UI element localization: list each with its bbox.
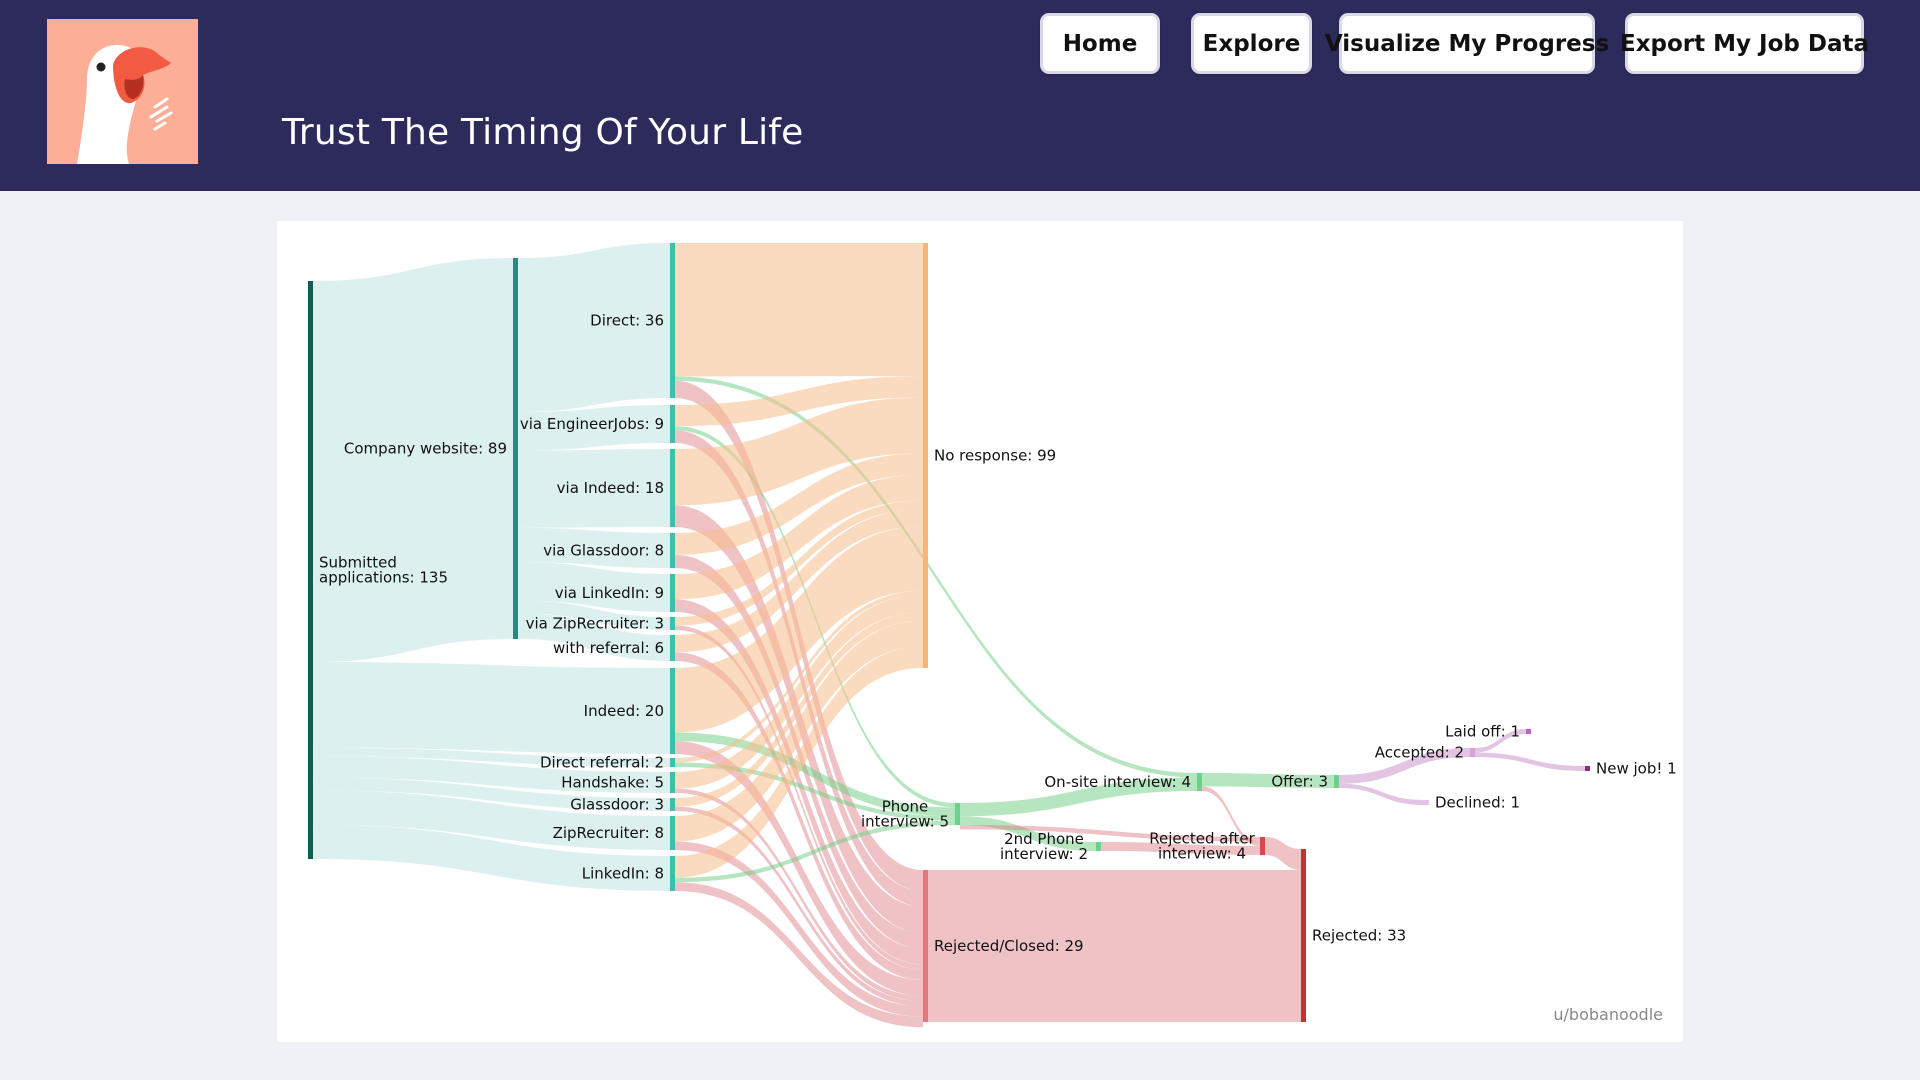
sankey-node-viaindeed[interactable] bbox=[670, 449, 675, 527]
sankey-node-phone[interactable] bbox=[955, 803, 960, 825]
sankey-label-ziprecruiter: ZipRecruiter: 8 bbox=[553, 824, 664, 842]
sankey-label-rejclosed: Rejected/Closed: 29 bbox=[934, 937, 1084, 955]
sankey-node-indeed[interactable] bbox=[670, 668, 675, 754]
sankey-label-viaindeed: via Indeed: 18 bbox=[557, 479, 664, 497]
sankey-chart[interactable]: Submitted applications: 135 Company websit… bbox=[277, 221, 1683, 1042]
sankey-label-offer: Offer: 3 bbox=[1271, 773, 1328, 791]
sankey-label-directreferral: Direct referral: 2 bbox=[540, 754, 664, 772]
goose-logo[interactable] bbox=[47, 19, 198, 164]
sankey-label-accepted: Accepted: 2 bbox=[1375, 744, 1464, 762]
sankey-label-declined: Declined: 1 bbox=[1435, 794, 1520, 812]
sankey-link-accepted-to-newjob[interactable] bbox=[1475, 753, 1585, 772]
sankey-node-rejclosed[interactable] bbox=[923, 870, 928, 1022]
sankey-label-indeed: Indeed: 20 bbox=[584, 702, 664, 720]
sankey-label-viaziprecruiter: via ZipRecruiter: 3 bbox=[526, 615, 664, 633]
sankey-node-ziprecruiter[interactable] bbox=[670, 816, 675, 850]
sankey-node-glassdoor[interactable] bbox=[670, 798, 675, 811]
sankey-node-declined[interactable] bbox=[1424, 800, 1429, 805]
sankey-label-laidoff: Laid off: 1 bbox=[1445, 723, 1520, 741]
sankey-node-accepted[interactable] bbox=[1470, 748, 1475, 757]
sankey-node-engineerjobs[interactable] bbox=[670, 405, 675, 443]
sankey-node-laidoff[interactable] bbox=[1526, 729, 1531, 734]
sankey-node-rejected[interactable] bbox=[1301, 849, 1306, 1022]
sankey-label-vialinkedin: via LinkedIn: 9 bbox=[555, 584, 664, 602]
sankey-links bbox=[313, 243, 1585, 1027]
sankey-link-direct-to-noresponse[interactable] bbox=[675, 243, 923, 376]
sankey-node-newjob[interactable] bbox=[1585, 766, 1590, 771]
sankey-label-onsite: On-site interview: 4 bbox=[1044, 773, 1191, 791]
sankey-node-submitted[interactable] bbox=[308, 281, 313, 859]
goose-icon bbox=[47, 19, 198, 164]
sankey-node-withreferral[interactable] bbox=[670, 635, 675, 661]
sankey-chart-card: Submitted applications: 135 Company websit… bbox=[277, 221, 1683, 1042]
sankey-label-noresponse: No response: 99 bbox=[934, 447, 1056, 465]
nav-visualize-progress-button[interactable]: Visualize My Progress bbox=[1339, 13, 1595, 74]
sankey-link-submitted-to-company[interactable] bbox=[313, 258, 513, 662]
sankey-node-linkedin[interactable] bbox=[670, 856, 675, 891]
sankey-link-rejafter-to-rejected[interactable] bbox=[1265, 837, 1301, 870]
sankey-node-vialinkedin[interactable] bbox=[670, 574, 675, 612]
sankey-label-company: Company website: 89 bbox=[344, 440, 507, 458]
sankey-label-viaglassdoor: via Glassdoor: 8 bbox=[543, 542, 664, 560]
sankey-node-onsite[interactable] bbox=[1197, 773, 1202, 791]
nav-home-button[interactable]: Home bbox=[1040, 13, 1160, 74]
sankey-label-newjob: New job! 1 bbox=[1596, 760, 1677, 778]
sankey-node-offer[interactable] bbox=[1334, 775, 1339, 788]
sankey-label-glassdoor: Glassdoor: 3 bbox=[570, 796, 664, 814]
sankey-node-viaglassdoor[interactable] bbox=[670, 533, 675, 568]
sankey-label-withreferral: with referral: 6 bbox=[553, 639, 664, 657]
sankey-label-linkedin: LinkedIn: 8 bbox=[582, 865, 664, 883]
sankey-node-rejafter[interactable] bbox=[1260, 837, 1265, 855]
sankey-node-noresponse[interactable] bbox=[923, 243, 928, 668]
sankey-label-direct: Direct: 36 bbox=[590, 312, 664, 330]
sankey-node-company[interactable] bbox=[513, 258, 518, 639]
sankey-node-phone2[interactable] bbox=[1096, 842, 1101, 851]
sankey-node-direct[interactable] bbox=[670, 243, 675, 398]
site-header: Trust The Timing Of Your Life Home Explo… bbox=[0, 0, 1920, 191]
sankey-label-handshake: Handshake: 5 bbox=[561, 774, 664, 792]
sankey-label-rejected: Rejected: 33 bbox=[1312, 927, 1406, 945]
site-title: Trust The Timing Of Your Life bbox=[282, 112, 804, 153]
credit-text: u/bobanoodle bbox=[1553, 1005, 1663, 1024]
sankey-label-phone2: 2nd Phone interview: 2 bbox=[1000, 830, 1088, 863]
nav-explore-button[interactable]: Explore bbox=[1191, 13, 1312, 74]
sankey-node-directreferral[interactable] bbox=[670, 758, 675, 767]
sankey-label-engineerjobs: via EngineerJobs: 9 bbox=[520, 415, 664, 433]
sankey-node-viaziprecruiter[interactable] bbox=[670, 617, 675, 630]
nav-export-data-button[interactable]: Export My Job Data bbox=[1625, 13, 1864, 74]
sankey-label-rejafter: Rejected after interview: 4 bbox=[1149, 830, 1255, 863]
sankey-node-handshake[interactable] bbox=[670, 772, 675, 793]
sankey-link-offer-to-declined[interactable] bbox=[1339, 784, 1424, 805]
